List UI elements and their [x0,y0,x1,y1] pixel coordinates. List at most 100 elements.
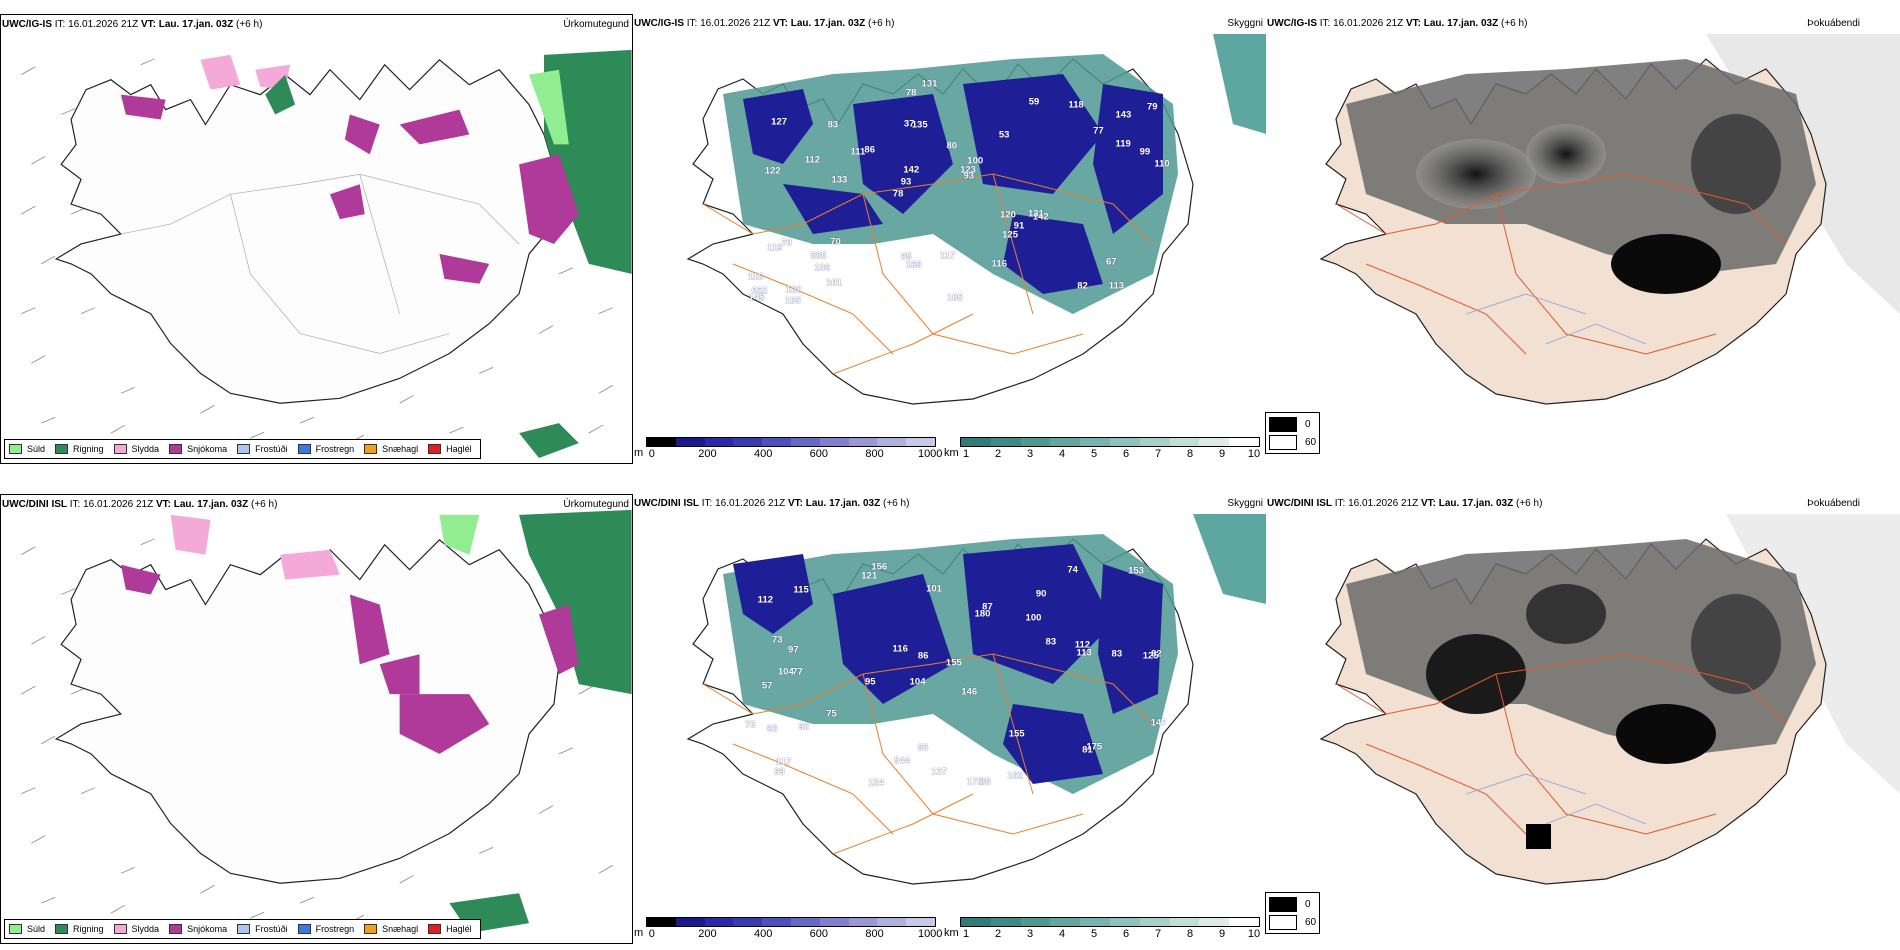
legend-item: Súld [9,444,45,454]
ceiling-value-label: 133 [831,174,848,186]
ceiling-value-label: 119 [766,242,783,253]
colorbar-tick: 800 [865,928,884,940]
ceiling-value-label: 585 [810,250,827,262]
ceiling-value-label: 127 [771,116,788,128]
legend-label: Snjókoma [187,444,228,454]
ceiling-value-label: 93 [963,170,975,182]
rivers [1465,773,1647,825]
legend-item: Slydda [113,924,159,934]
colorbar-tick: 8 [1186,448,1194,460]
roads [1335,653,1787,835]
colorbar-swatches [646,917,936,927]
fog-legend-label: 0 [1305,898,1311,910]
fog-legend-item: 60 [1269,913,1316,931]
ceiling-value-label: 131 [1027,208,1044,220]
ceiling-value-label: 87 [982,601,993,613]
roads [120,173,520,354]
ceiling-value-label: 143 [1115,109,1132,121]
legend-label: Haglél [446,924,472,934]
colorbar-tick: 5 [1090,448,1098,460]
panel-header: UWC/IG-IS IT: 16.01.2026 21Z VT: Lau. 17… [1267,18,1528,29]
legend-label: Snæhagl [382,924,419,934]
ceiling-value-label: 152 [1007,770,1024,782]
colorbar-tick: 4 [1058,928,1066,940]
ceiling-value-label: 119 [1115,138,1131,150]
precip-legend: Súld Rigning Slydda Snjókoma Frostúði Frostre… [4,919,481,939]
ceiling-value-label: 81 [1082,744,1093,756]
legend-item: Frostregn [297,444,355,454]
legend-label: Snæhagl [382,444,419,454]
colorbar-tick: 9 [1218,448,1226,460]
colorbar-tick: 9 [1218,928,1226,940]
ceiling-visibility-panel-row2: UWC/DINI ISL IT: 16.01.2026 21Z VT: Lau.… [633,494,1266,944]
legend-label: Haglél [446,444,472,454]
iceland-outline [54,538,560,884]
legend-label: Frostúði [255,924,288,934]
legend-item: Rigning [55,924,104,934]
ceiling-value-label: 82 [1151,648,1162,660]
ceiling-value-label: 74 [1067,564,1078,576]
colorbar-unit: km [944,927,959,939]
colorbar-tick: 4 [1058,448,1066,460]
legend-swatch [113,924,127,934]
ceiling-value-label: 112 [1074,639,1091,651]
ceiling-value-label: 110 [1154,158,1170,170]
fog-legend-label: 60 [1305,436,1317,448]
fog-map [1319,514,1900,885]
colorbar-tick: 7 [1154,928,1162,940]
colorbar-tick: 6 [1122,448,1130,460]
ceiling-value-label: 124 [868,777,885,789]
ceiling-value-label: 57 [761,680,773,692]
precip-type-panel-row2: UWC/DINI ISL IT: 16.01.2026 21Z VT: Lau.… [0,494,633,944]
ceiling-value-label: 113 [1076,647,1092,659]
ceiling-value-label: 116 [991,258,1007,270]
legend-label: Frostregn [315,444,355,454]
ceiling-value-label: 95 [917,742,929,754]
legend-swatch [169,444,183,454]
colorbar-unit: m [634,447,644,459]
colorbar-tick: 1000 [917,928,943,940]
fog-legend-item: 60 [1269,433,1316,451]
precip-map [21,49,632,459]
ceiling-value-label: 131 [921,78,938,90]
legend-item: Snæhagl [364,444,418,454]
legend-item: Frostregn [297,924,354,934]
ceiling-value-label: 99 [1139,146,1151,158]
ceiling-value-label: 99 [774,766,785,778]
ceiling-value-label: 93 [900,176,912,188]
colorbar-tick: 5 [1090,928,1098,940]
ceiling-value-label: 90 [1035,588,1047,600]
legend-swatch [9,924,22,934]
ceiling-value-label: 95 [865,676,876,688]
ceiling-value-label: 101 [926,583,942,595]
legend-item: Snjókoma [169,444,227,454]
ceiling-value-label: 116 [892,643,908,655]
legend-swatch [364,924,378,934]
visibility-map [686,514,1266,885]
legend-swatch [237,444,251,454]
legend-swatch [428,444,442,454]
legend-item: Rigning [55,444,104,454]
colorbar-tick: 0 [648,448,655,460]
legend-label: Rigning [73,924,104,934]
panel-title: Þokuábendi [1807,18,1860,29]
ceiling-value-label: 102 [785,284,802,296]
legend-label: Snjókoma [187,924,228,934]
ceiling-value-label: 59 [1028,96,1040,108]
legend-label: Frostúði [255,444,288,454]
colorbar-tick: 10 [1247,448,1261,460]
ceiling-value-label: 127 [931,766,948,778]
colorbar-swatches [646,437,936,447]
legend-swatch [55,444,69,454]
legend-swatch [297,924,311,934]
ceiling-value-label: 95 [901,251,912,263]
ceiling-value-label: 113 [1108,280,1125,292]
ceiling-value-label: 120 [1000,209,1016,221]
ceiling-value-label: 83 [1045,636,1057,648]
ceiling-value-label: 101 [826,277,842,289]
fog-map [1319,34,1900,405]
panel-title: Skyggni [1227,18,1263,29]
roads [1335,173,1787,355]
legend-item: Haglél [428,444,472,454]
colorbar-tick: 2 [994,448,1002,460]
